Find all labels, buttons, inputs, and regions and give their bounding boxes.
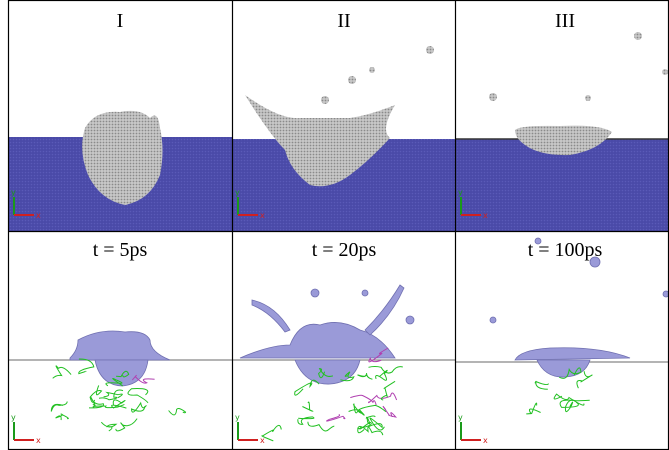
dislocation-line xyxy=(295,380,319,395)
dislocation-line xyxy=(527,403,541,414)
figure: I II III t = 5ps t = 20ps t = 100ps y x y x… xyxy=(0,0,669,450)
dislocation-line xyxy=(101,422,116,431)
dislocation-line xyxy=(358,373,373,379)
dislocation-line xyxy=(383,406,396,417)
dislocation-line xyxy=(565,400,575,412)
axis-label: x xyxy=(36,436,41,445)
panel-label: I xyxy=(117,10,124,32)
axis-label: y xyxy=(11,413,16,422)
dislocation-line xyxy=(99,390,123,400)
axis-label: y xyxy=(235,188,240,197)
dislocation-line xyxy=(128,389,148,403)
dislocation-line xyxy=(368,418,384,430)
dislocation-line xyxy=(535,382,548,390)
dislocation-line xyxy=(262,425,281,441)
axis-label: y xyxy=(458,188,463,197)
panel-label: III xyxy=(555,10,575,32)
page: I II III t = 5ps t = 20ps t = 100ps y x y x… xyxy=(0,0,669,450)
dislocation-line xyxy=(327,414,345,421)
axis-label: y xyxy=(458,413,463,422)
time-label: t = 100ps xyxy=(528,239,603,261)
time-label: t = 5ps xyxy=(93,239,148,261)
dislocation-line xyxy=(298,417,314,424)
dislocation-line xyxy=(53,366,71,378)
dislocation-line xyxy=(169,408,186,414)
axis-label: x xyxy=(36,211,41,220)
axis-label: x xyxy=(260,436,265,445)
axis-label: y xyxy=(235,413,240,422)
axis-label: x xyxy=(483,211,488,220)
dislocation-line xyxy=(79,359,94,374)
axis-label: y xyxy=(11,188,16,197)
dislocation-line xyxy=(51,402,67,412)
time-label: t = 20ps xyxy=(312,239,377,261)
dislocation-line xyxy=(104,393,123,398)
panel-label: II xyxy=(337,10,350,32)
dislocation-line xyxy=(369,367,403,373)
dislocation-line xyxy=(132,403,147,412)
axis-label: x xyxy=(260,211,265,220)
dislocation-line xyxy=(302,402,312,411)
dislocation-line xyxy=(56,414,69,420)
dislocation-line xyxy=(116,419,137,431)
axis-label: x xyxy=(483,436,488,445)
dislocation-line xyxy=(308,422,334,431)
